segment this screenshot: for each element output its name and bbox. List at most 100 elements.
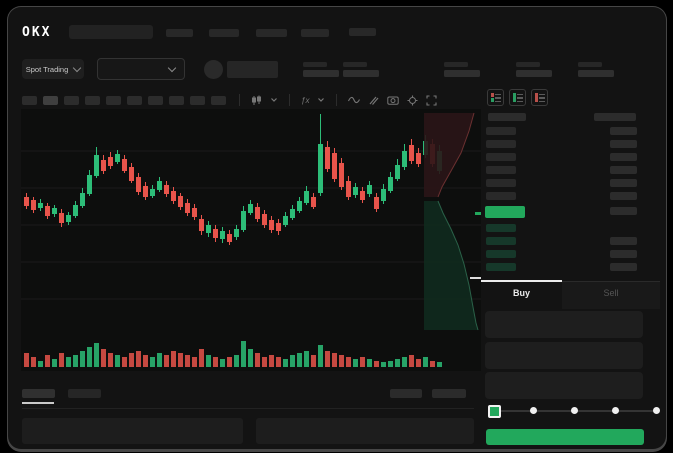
volume-bar (157, 353, 162, 367)
tab-buy[interactable]: Buy (512, 288, 530, 298)
candle-body (241, 211, 246, 230)
candle-body (360, 191, 365, 200)
bid-price-skeleton[interactable] (486, 237, 516, 245)
slider-handle[interactable] (488, 405, 501, 418)
candle-body (52, 208, 57, 214)
slider-stop[interactable] (653, 407, 660, 414)
slider-stop[interactable] (571, 407, 578, 414)
volume-bar (108, 353, 113, 367)
volume-bar (318, 345, 323, 367)
ask-price-skeleton[interactable] (486, 192, 516, 200)
buy-submit-button[interactable] (486, 429, 644, 445)
candle-body (374, 197, 379, 209)
depth-asks-area (424, 113, 474, 197)
bid-price-skeleton[interactable] (486, 224, 516, 232)
slider-stop[interactable] (612, 407, 619, 414)
okx-logo[interactable]: OKX (22, 25, 52, 40)
nav-item-skeleton[interactable] (256, 29, 287, 37)
interval-button[interactable] (127, 95, 142, 105)
interval-button[interactable] (211, 95, 226, 105)
ticker-stat (303, 62, 339, 77)
bid-amount-skeleton[interactable] (610, 237, 637, 245)
volume-bar (290, 355, 295, 367)
ask-price-skeleton[interactable] (486, 153, 516, 161)
price-input-skeleton[interactable] (485, 311, 643, 338)
volume-bar (87, 347, 92, 367)
nav-item-skeleton[interactable] (301, 29, 329, 37)
bottom-action-skeleton[interactable] (432, 389, 466, 398)
orders-panel-skeleton (22, 418, 243, 444)
interval-button[interactable] (106, 95, 121, 105)
interval-button[interactable] (64, 95, 79, 105)
bid-amount-skeleton[interactable] (610, 250, 637, 258)
ask-price-skeleton[interactable] (486, 127, 516, 135)
nav-item-skeleton[interactable] (166, 29, 193, 37)
ask-amount-skeleton[interactable] (610, 192, 637, 200)
interval-button[interactable] (22, 95, 37, 105)
volume-bar (66, 357, 71, 367)
candle-body (45, 206, 50, 216)
last-price-badge[interactable] (485, 206, 525, 218)
interval-button[interactable] (169, 95, 184, 105)
depth-asks-line (437, 112, 475, 198)
book-asks-only-icon[interactable] (531, 89, 548, 106)
slider-stop[interactable] (530, 407, 537, 414)
volume-bar (150, 357, 155, 367)
volume-bar (80, 351, 85, 367)
candle-body (339, 163, 344, 187)
interval-button-selected[interactable] (43, 95, 58, 105)
interval-button[interactable] (85, 95, 100, 105)
book-bids-only-icon[interactable] (509, 89, 526, 106)
ask-price-skeleton[interactable] (486, 166, 516, 174)
ask-amount-skeleton[interactable] (610, 140, 637, 148)
volume-bar (136, 351, 141, 367)
chevron-down-icon[interactable] (270, 96, 278, 104)
volume-bar (276, 357, 281, 367)
bottom-action-skeleton[interactable] (390, 389, 422, 398)
nav-item-skeleton[interactable] (349, 28, 376, 36)
volume-bar (192, 357, 197, 367)
candle-body (59, 213, 64, 223)
candle-body (262, 214, 267, 225)
tab-sell[interactable]: Sell (603, 288, 619, 298)
bid-amount-skeleton[interactable] (610, 263, 637, 271)
settings-gear-icon[interactable] (407, 95, 418, 106)
chart-type-candles-icon[interactable] (251, 95, 262, 106)
candle-body (402, 151, 407, 167)
ask-amount-skeleton[interactable] (610, 153, 637, 161)
ask-price-skeleton[interactable] (486, 179, 516, 187)
bottom-tab-active[interactable] (22, 389, 55, 398)
volume-bar (402, 357, 407, 367)
fullscreen-icon[interactable] (426, 94, 438, 106)
camera-icon[interactable] (387, 95, 400, 105)
bid-price-skeleton[interactable] (486, 250, 516, 258)
market-type-dropdown[interactable]: Spot Trading (22, 59, 84, 79)
ask-amount-skeleton[interactable] (610, 179, 637, 187)
bid-price-skeleton[interactable] (486, 263, 516, 271)
wave-icon[interactable] (348, 95, 361, 105)
amount-input-skeleton[interactable] (485, 342, 643, 369)
candlestick-chart[interactable] (21, 109, 481, 371)
ask-price-skeleton[interactable] (486, 140, 516, 148)
total-input-skeleton[interactable] (485, 372, 643, 399)
volume-bar (339, 355, 344, 367)
divider (239, 94, 240, 106)
bottom-tab[interactable] (68, 389, 101, 398)
interval-button[interactable] (190, 95, 205, 105)
search-input[interactable] (69, 25, 153, 39)
ask-amount-skeleton[interactable] (610, 127, 637, 135)
ask-amount-skeleton[interactable] (610, 166, 637, 174)
book-combined-icon[interactable] (487, 89, 504, 106)
candle-body (87, 175, 92, 194)
interval-button[interactable] (148, 95, 163, 105)
pair-selector-dropdown[interactable] (97, 58, 185, 80)
volume-bar (304, 351, 309, 367)
chevron-down-icon (167, 63, 177, 72)
candle-body (185, 203, 190, 213)
candle-body (283, 216, 288, 225)
volume-bar (325, 351, 330, 367)
chevron-down-icon[interactable] (317, 96, 325, 104)
draw-icon[interactable] (368, 95, 379, 106)
nav-item-skeleton[interactable] (209, 29, 239, 37)
indicators-fx-icon[interactable]: ƒx (301, 95, 310, 105)
